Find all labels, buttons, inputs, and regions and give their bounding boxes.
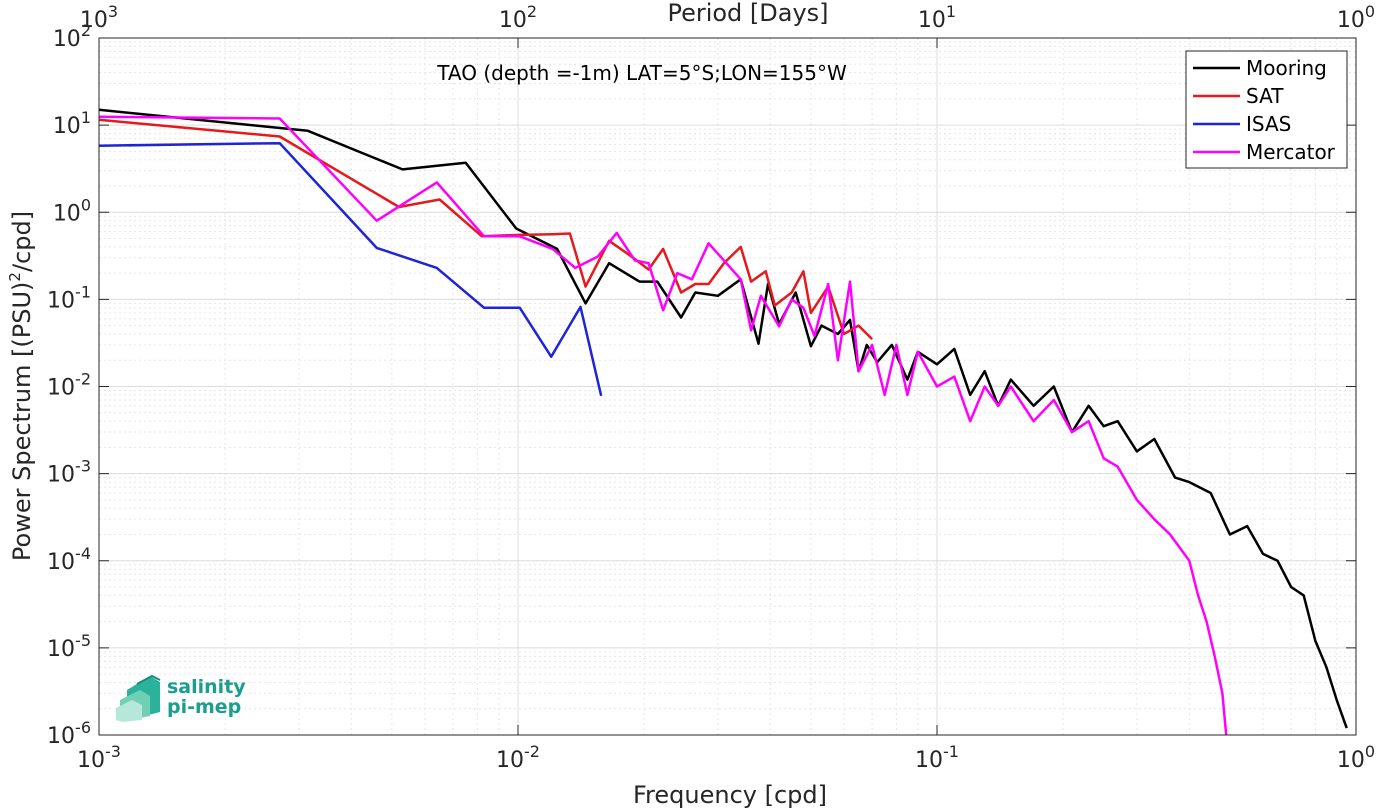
y-tick-label: 10-1 <box>47 282 91 313</box>
legend-label-mercator: Mercator <box>1246 140 1336 164</box>
salinity-pi-mep-logo: salinity pi-mep <box>116 674 246 722</box>
x-tick-label: 100 <box>1337 742 1375 773</box>
y-tick-label: 10-3 <box>47 457 91 488</box>
logo-text-salinity: salinity <box>167 676 246 698</box>
y-tick-label: 102 <box>53 21 91 52</box>
legend-box <box>1185 50 1348 169</box>
x2-tick-label: 101 <box>918 2 956 33</box>
legend: Mooring SAT ISAS Mercator <box>1185 50 1348 169</box>
y-tick-label: 10-5 <box>47 631 91 662</box>
x2-tick-label: 100 <box>1337 2 1375 33</box>
y-tick-label: 10-4 <box>47 544 91 575</box>
y-tick-label: 10-2 <box>47 370 91 401</box>
y-axis-label-sup: 2 <box>6 272 24 282</box>
x-axis-label: Frequency [cpd] <box>633 781 827 809</box>
y-tick-label: 101 <box>53 108 91 139</box>
legend-label-sat: SAT <box>1246 84 1284 108</box>
x2-tick-label: 102 <box>499 2 537 33</box>
chart-title: TAO (depth =-1m) LAT=5°S;LON=155°W <box>436 61 847 85</box>
x-tick-label: 10-2 <box>496 742 540 773</box>
logo-text-pi-mep: pi-mep <box>167 696 241 718</box>
series-line-isas <box>98 141 603 397</box>
series-line-mercator <box>98 115 1228 736</box>
y-tick-label: 10-6 <box>47 718 91 749</box>
y-axis-label: Power Spectrum [(PSU)2/cpd] <box>6 211 36 561</box>
y-axis-label-tail: /cpd] <box>8 211 36 272</box>
x-tick-label: 10-1 <box>915 742 959 773</box>
x2-tick-label: 103 <box>80 2 118 33</box>
legend-label-mooring: Mooring <box>1246 56 1327 80</box>
logo-mark-icon <box>116 674 161 722</box>
x-tick-label: 10-3 <box>77 742 121 773</box>
series-group <box>98 108 1348 736</box>
x2-axis-label: Period [Days] <box>667 0 828 27</box>
y-axis-label-main: Power Spectrum [(PSU) <box>8 282 36 561</box>
legend-label-isas: ISAS <box>1246 112 1291 136</box>
y-tick-label: 100 <box>53 195 91 226</box>
